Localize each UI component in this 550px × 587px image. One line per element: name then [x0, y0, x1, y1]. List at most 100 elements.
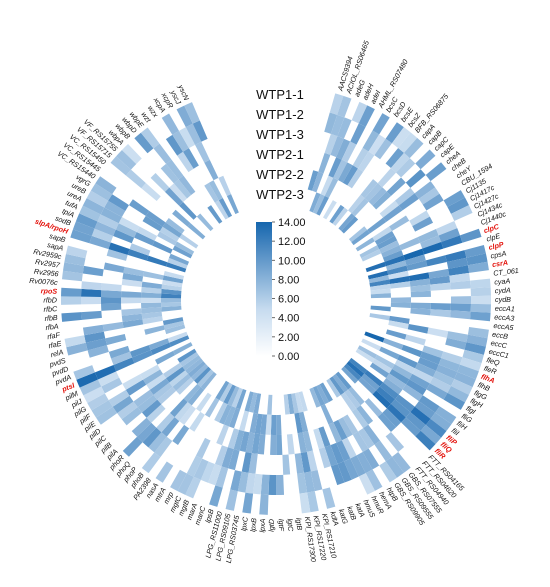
heatmap-cell — [435, 220, 458, 236]
heatmap-cell — [97, 214, 119, 230]
heatmap-cell — [177, 151, 194, 173]
heatmap-cell — [189, 411, 205, 432]
heatmap-cell — [142, 215, 163, 232]
gene-label: cydA — [495, 286, 512, 296]
heatmap-cell — [364, 370, 384, 387]
heatmap-cell — [386, 177, 406, 197]
heatmap-cell — [163, 320, 185, 330]
heatmap-cell — [336, 138, 351, 160]
heatmap-cell — [161, 417, 180, 437]
heatmap-cell — [195, 437, 211, 459]
heatmap-cell — [405, 379, 427, 396]
gene-label: flgI — [464, 404, 477, 417]
heatmap-cell — [133, 389, 154, 408]
gene-label: rfaE — [47, 339, 62, 350]
colorbar-tick-label: 8.00 — [278, 274, 299, 286]
heatmap-cell — [161, 293, 182, 299]
heatmap-cell — [382, 338, 404, 350]
heatmap-cell — [150, 342, 171, 356]
heatmap-cell — [348, 226, 368, 243]
heatmap-cell — [302, 431, 313, 452]
heatmap-cell — [159, 226, 180, 242]
heatmap-cell — [341, 141, 357, 163]
heatmap-cell — [351, 101, 368, 124]
heatmap-cell — [185, 476, 201, 499]
heatmap-cell — [141, 292, 162, 299]
heatmap-cell — [342, 165, 358, 186]
heatmap-cell — [457, 364, 479, 380]
gene-label: cpsA — [490, 249, 508, 261]
heatmap-cell — [450, 303, 471, 312]
heatmap-cell — [245, 432, 255, 454]
heatmap-cell — [214, 200, 229, 220]
heatmap-cell — [383, 377, 403, 395]
heatmap-cell — [364, 331, 385, 343]
heatmap-cell — [165, 134, 183, 156]
heatmap-cell — [467, 261, 489, 273]
heatmap-cell — [113, 229, 135, 244]
heatmap-cell — [226, 194, 239, 215]
heatmap-cell — [70, 229, 92, 244]
heatmap-cell — [249, 392, 258, 413]
gene-label: clpE — [485, 231, 501, 244]
heatmap-cell — [382, 408, 402, 428]
heatmap-cell — [103, 262, 125, 273]
heatmap-cell — [436, 364, 458, 379]
heatmap-cell — [395, 394, 415, 413]
heatmap-cell — [372, 390, 391, 409]
heatmap-cell — [367, 217, 387, 234]
heatmap-cell — [176, 377, 195, 395]
heatmap-cell — [129, 345, 151, 358]
heatmap-cell — [388, 270, 409, 280]
gene-label: rfbA — [45, 322, 59, 333]
heatmap-cell — [459, 357, 482, 372]
heatmap-cell — [352, 147, 369, 169]
heatmap-cell — [394, 359, 416, 374]
heatmap-cell — [291, 393, 299, 414]
heatmap-cell — [389, 315, 410, 324]
heatmap-cell — [204, 397, 220, 418]
heatmap-cell — [365, 469, 383, 491]
heatmap-cell — [369, 362, 390, 378]
heatmap-cell — [447, 386, 469, 403]
gene-label: sapB — [48, 231, 66, 244]
heatmap-cell — [121, 313, 143, 322]
heatmap-cell — [164, 187, 184, 206]
gene-label: flhB — [476, 380, 491, 393]
heatmap-cell — [62, 262, 85, 274]
heatmap-cell — [405, 254, 426, 266]
heatmap-cell — [374, 440, 393, 462]
heatmap-cell — [429, 275, 451, 285]
heatmap-cell — [129, 243, 151, 256]
heatmap-cell — [179, 127, 196, 149]
heatmap-cell — [251, 433, 261, 454]
heatmap-cell — [369, 279, 390, 287]
heatmap-cell — [364, 183, 383, 202]
heatmap-cell — [358, 105, 375, 127]
heatmap-cell — [368, 275, 390, 284]
heatmap-cell — [122, 272, 144, 282]
heatmap-cell — [192, 120, 208, 142]
heatmap-cell — [392, 451, 411, 473]
heatmap-cell — [336, 440, 351, 462]
heatmap-cell — [72, 221, 95, 236]
heatmap-cell — [169, 335, 190, 347]
heatmap-cell — [241, 451, 252, 473]
heatmap-cell — [417, 357, 439, 371]
heatmap-cell — [172, 245, 193, 259]
heatmap-cell — [414, 181, 436, 199]
gene-label: fleR — [483, 364, 498, 377]
heatmap-cell — [388, 320, 409, 330]
heatmap-cell — [420, 351, 442, 365]
heatmap-cell — [242, 492, 254, 514]
heatmap-cell — [121, 144, 142, 164]
heatmap-cell — [360, 179, 378, 199]
heatmap-cell — [405, 169, 426, 188]
heatmap-cell — [342, 414, 359, 435]
heatmap-cell — [333, 159, 348, 181]
heatmap-cell — [94, 221, 116, 236]
heatmap-cell — [90, 183, 113, 201]
heatmap-cell — [265, 414, 272, 435]
gene-label: eccA5 — [493, 321, 515, 332]
heatmap-cell — [253, 473, 263, 495]
